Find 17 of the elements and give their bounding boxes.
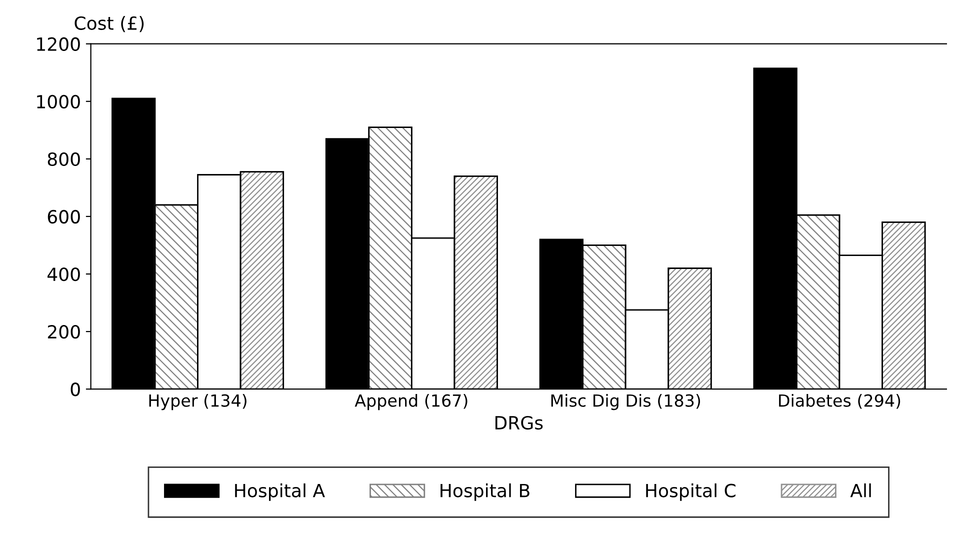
legend-label: Hospital A (235, 483, 325, 501)
y-tick-label: 400 (48, 267, 80, 282)
legend-label: Hospital B (440, 483, 530, 501)
x-tick-label: Diabetes (294) (779, 394, 900, 409)
y-tick-label: 1200 (37, 37, 80, 51)
legend-label: Hospital C (646, 483, 736, 501)
y-tick-label: 200 (48, 325, 80, 339)
legend-label: All (850, 483, 871, 498)
y-tick-label: 800 (48, 152, 80, 166)
x-tick-label: Hyper (134) (149, 394, 246, 410)
x-tick-label: Append (167) (354, 394, 468, 410)
x-tick-label: Misc Dig Dis (183) (551, 394, 700, 410)
y-tick-label: 1000 (37, 94, 80, 108)
y-axis-title: Cost (£) (74, 16, 144, 32)
x-axis-title: DRGs (495, 416, 543, 430)
y-tick-label: 600 (48, 210, 80, 224)
y-tick-label: 0 (70, 382, 80, 396)
